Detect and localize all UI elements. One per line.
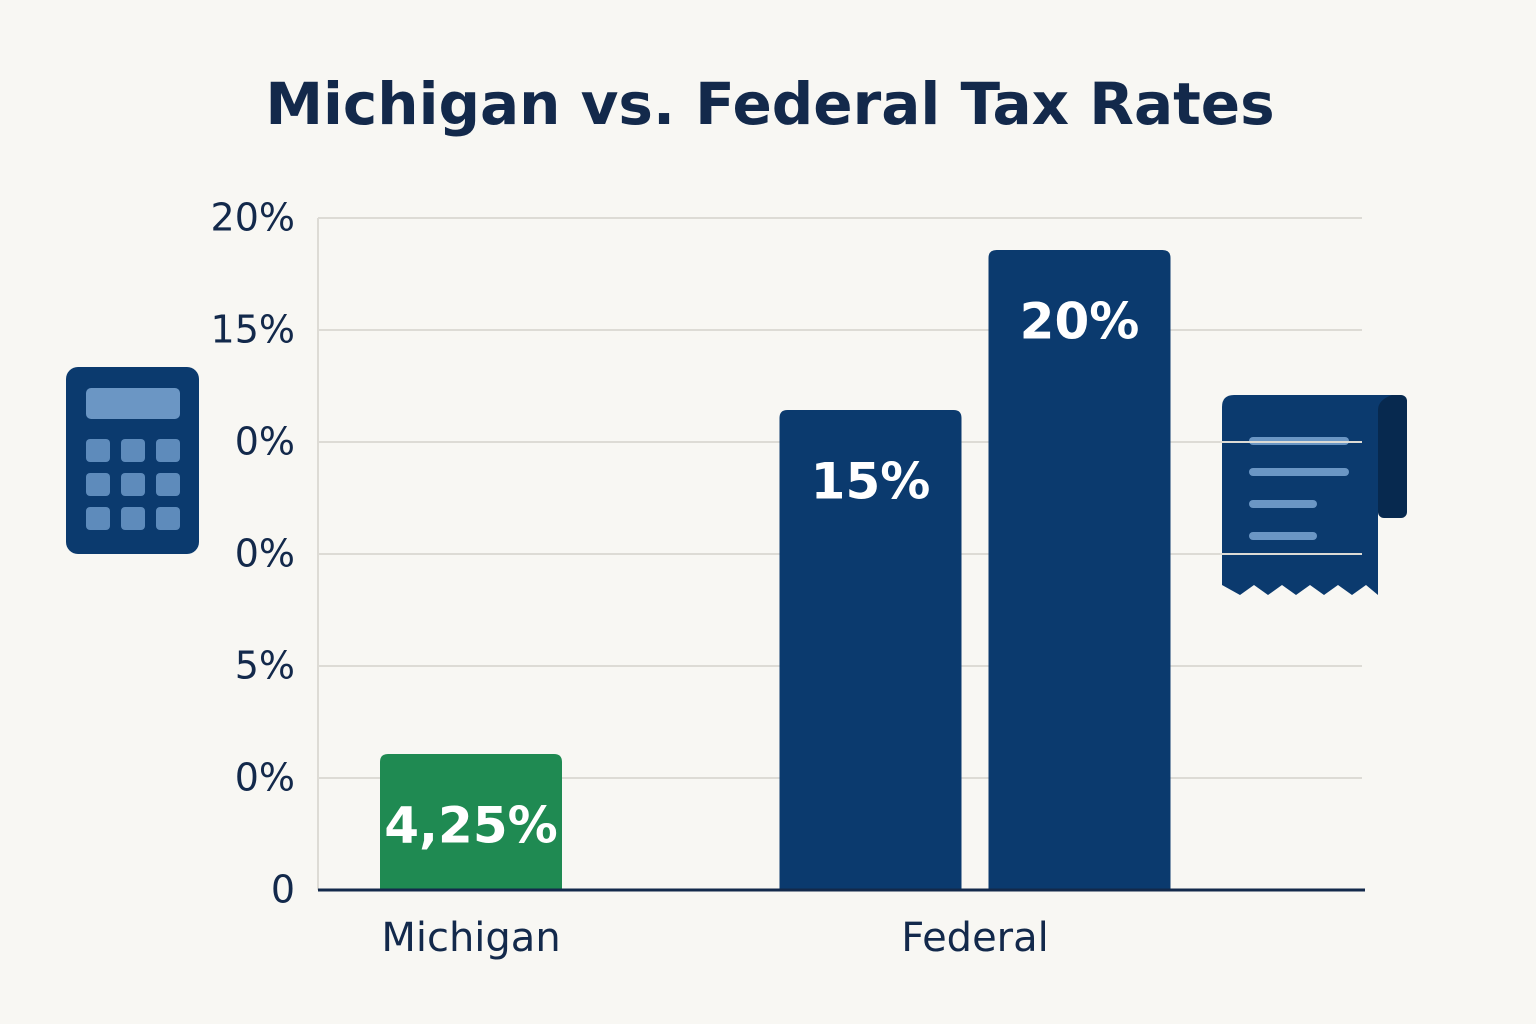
y-tick-label: 0% — [235, 420, 295, 464]
bar — [779, 410, 962, 890]
bar — [380, 754, 562, 890]
value-label: 15% — [811, 453, 931, 511]
y-tick-label: 20% — [211, 196, 295, 240]
x-tick-label: Federal — [901, 915, 1049, 961]
value-label: 20% — [1020, 293, 1140, 351]
y-tick-label: 0 — [271, 868, 295, 912]
calculator-icon — [66, 367, 199, 554]
y-tick-label: 0% — [235, 532, 295, 576]
value-label: 4,25% — [384, 797, 557, 855]
receipt-icon — [1222, 395, 1407, 595]
y-tick-label: 15% — [211, 308, 295, 352]
y-tick-label: 5% — [235, 644, 295, 688]
bar — [988, 250, 1171, 890]
y-tick-label: 0% — [235, 756, 295, 800]
x-tick-label: Michigan — [381, 915, 560, 961]
chart-title: Michigan vs. Federal Tax Rates — [265, 70, 1274, 138]
